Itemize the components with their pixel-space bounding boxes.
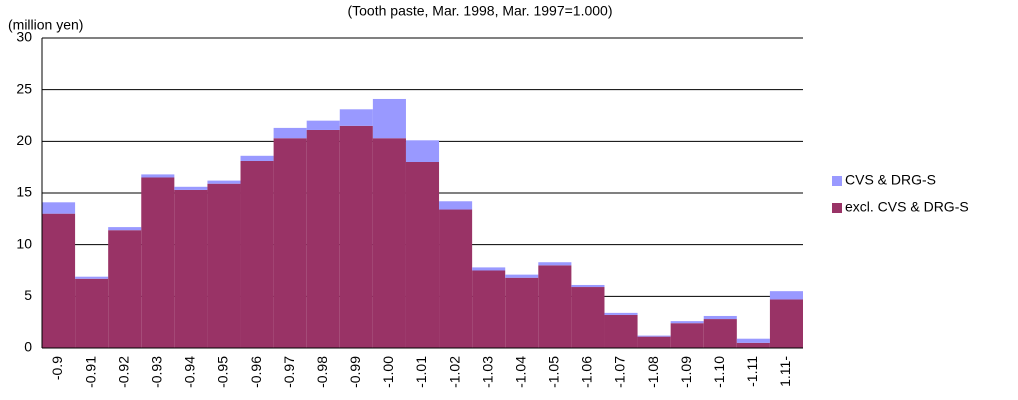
legend-label: CVS & DRG-S bbox=[845, 172, 936, 188]
x-tick-label: -0.93 bbox=[149, 356, 165, 388]
bar-segment bbox=[472, 270, 506, 348]
bar-segment bbox=[42, 202, 76, 214]
bar-segment bbox=[108, 227, 142, 231]
bar-segment bbox=[339, 109, 373, 126]
y-tick-label: 5 bbox=[24, 287, 32, 303]
bar-segment bbox=[736, 342, 770, 348]
bar-segment bbox=[339, 125, 373, 348]
bar-segment bbox=[571, 287, 605, 348]
x-tick-label: -0.91 bbox=[82, 356, 98, 388]
bar-segment bbox=[736, 338, 770, 343]
bar-segment bbox=[306, 120, 340, 130]
bar-segment bbox=[405, 162, 440, 348]
bar-segment bbox=[273, 127, 307, 139]
bar-segment bbox=[604, 312, 638, 315]
bar-segment bbox=[207, 183, 241, 348]
chart-title: (Tooth paste, Mar. 1998, Mar. 1997=1.000… bbox=[347, 3, 612, 19]
x-tick-label: -1.02 bbox=[446, 356, 462, 388]
x-tick-label: -1.06 bbox=[579, 356, 595, 388]
bar-segment bbox=[174, 189, 208, 348]
bar-segment bbox=[538, 262, 572, 266]
x-tick-label: -0.92 bbox=[115, 356, 131, 388]
y-tick-label: 10 bbox=[16, 235, 32, 251]
bar-segment bbox=[405, 140, 440, 162]
x-tick-label: -1.11 bbox=[744, 356, 760, 387]
bar-segment bbox=[372, 98, 406, 139]
x-tick-label: -0.95 bbox=[215, 356, 231, 388]
x-tick-label: -1.00 bbox=[380, 356, 396, 388]
bar-segment bbox=[439, 209, 473, 348]
bar-segment bbox=[75, 278, 109, 348]
bar-segment bbox=[703, 319, 737, 348]
bar-segment bbox=[141, 174, 175, 178]
x-tick-label: -1.01 bbox=[413, 356, 429, 388]
x-tick-label: -0.9 bbox=[49, 356, 65, 380]
bar-segment bbox=[75, 276, 109, 279]
bar-segment bbox=[372, 138, 406, 348]
x-tick-label: -1.07 bbox=[612, 356, 628, 388]
bar-segment bbox=[670, 321, 704, 324]
x-tick-label: -1.03 bbox=[479, 356, 495, 388]
legend-swatch bbox=[832, 176, 842, 186]
y-tick-label: 20 bbox=[16, 132, 32, 148]
bar-segment bbox=[769, 299, 803, 348]
x-tick-label: -1.05 bbox=[546, 356, 562, 388]
x-tick-label: -1.10 bbox=[711, 356, 727, 388]
x-tick-label: -0.96 bbox=[248, 356, 264, 388]
bar-segment bbox=[670, 323, 704, 348]
bar-segment bbox=[240, 160, 274, 348]
y-tick-label: 15 bbox=[16, 184, 32, 200]
bar-segment bbox=[42, 213, 76, 348]
bar-segment bbox=[604, 314, 638, 348]
y-tick-label: 25 bbox=[16, 80, 32, 96]
x-tick-label: -0.98 bbox=[314, 356, 330, 388]
bar-segment bbox=[240, 155, 274, 161]
x-tick-label: 1.11- bbox=[777, 356, 793, 387]
x-tick-label: -1.08 bbox=[645, 356, 661, 388]
bar-segment bbox=[538, 265, 572, 348]
bar-segment bbox=[505, 274, 539, 278]
bar-segment bbox=[472, 267, 506, 271]
bar-segment bbox=[571, 284, 605, 288]
x-tick-label: -1.09 bbox=[678, 356, 694, 388]
bar-segment bbox=[207, 180, 241, 184]
legend-swatch bbox=[832, 203, 842, 213]
bar-segment bbox=[505, 277, 539, 348]
x-tick-label: -0.99 bbox=[347, 356, 363, 388]
bar-segment bbox=[637, 335, 671, 337]
legend-label: excl. CVS & DRG-S bbox=[845, 199, 969, 215]
bar-segment bbox=[769, 291, 803, 300]
bar-segment bbox=[273, 138, 307, 348]
bar-segment bbox=[306, 129, 340, 348]
x-tick-label: -0.97 bbox=[281, 356, 297, 388]
bar-segment bbox=[141, 177, 175, 348]
y-tick-label: 0 bbox=[24, 339, 32, 355]
bar-segment bbox=[439, 201, 473, 210]
x-tick-label: -1.04 bbox=[512, 356, 528, 388]
bar-segment bbox=[703, 315, 737, 320]
y-axis-label: (million yen) bbox=[8, 17, 83, 33]
bar-segment bbox=[637, 336, 671, 348]
bar-segment bbox=[108, 230, 142, 348]
x-tick-label: -0.94 bbox=[182, 356, 198, 388]
y-tick-label: 30 bbox=[16, 29, 32, 45]
bar-segment bbox=[174, 186, 208, 190]
